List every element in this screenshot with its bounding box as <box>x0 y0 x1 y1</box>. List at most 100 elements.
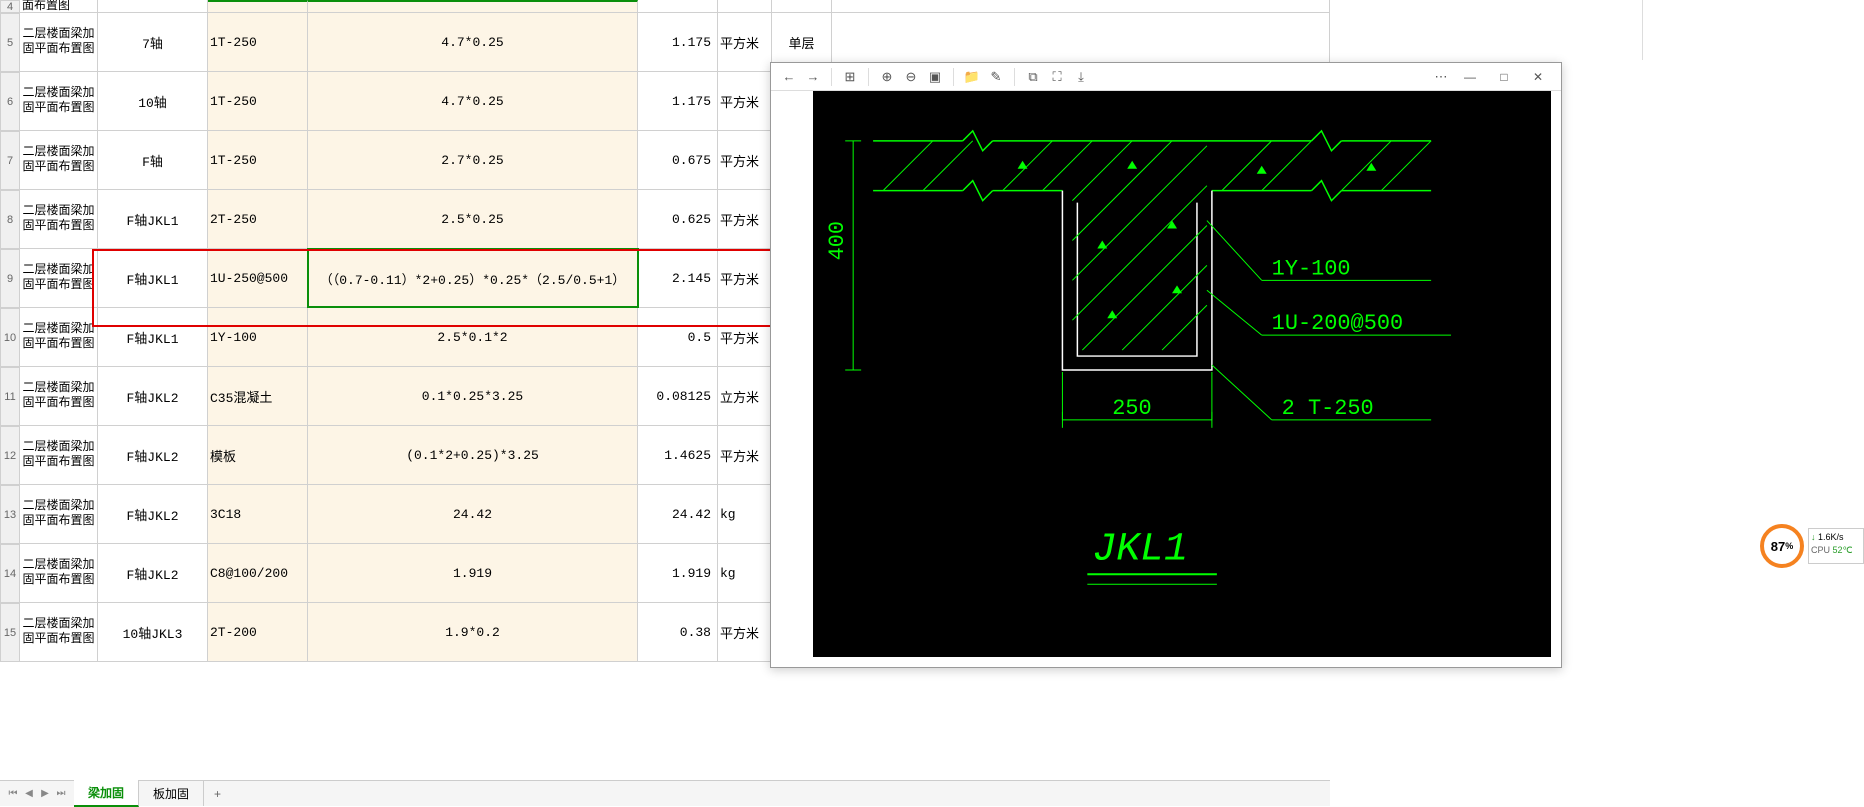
cell[interactable]: 0.1*0.25*3.25 <box>308 367 638 425</box>
cell[interactable]: 二层楼面梁加固平面布置图 <box>20 485 98 543</box>
back-icon[interactable]: ← <box>779 67 799 87</box>
cell[interactable]: 模板 <box>208 426 308 484</box>
minimize-icon[interactable]: — <box>1455 67 1485 87</box>
cell[interactable]: F轴JKL1 <box>98 249 208 307</box>
cell[interactable]: (0.1*2+0.25)*3.25 <box>308 426 638 484</box>
cell[interactable]: 10轴 <box>98 72 208 130</box>
zoom-out-icon[interactable]: ⊖ <box>901 67 921 87</box>
cell[interactable]: 1T-250 <box>208 131 308 189</box>
row-header[interactable]: 5 <box>0 13 20 72</box>
cell[interactable]: 2.5*0.25 <box>308 190 638 248</box>
cell[interactable] <box>718 0 772 12</box>
cell[interactable]: 24.42 <box>638 485 718 543</box>
cell[interactable]: 平方米 <box>718 308 772 366</box>
cell[interactable]: 二层楼面梁加固平面布置图 <box>20 190 98 248</box>
cell[interactable]: 4.7*0.25 <box>308 13 638 71</box>
cell[interactable] <box>308 0 638 12</box>
cad-canvas[interactable]: 400 250 1Y-100 1U-200@500 2 T-250 JKL1 <box>813 91 1551 657</box>
row-header[interactable]: 6 <box>0 72 20 131</box>
perf-badge[interactable]: 87% <box>1760 524 1804 568</box>
cell[interactable]: 3C18 <box>208 485 308 543</box>
cell[interactable]: 平方米 <box>718 13 772 71</box>
row-header[interactable]: 14 <box>0 544 20 603</box>
cell[interactable]: 0.625 <box>638 190 718 248</box>
cell[interactable]: F轴JKL2 <box>98 426 208 484</box>
cell[interactable]: 平方米 <box>718 426 772 484</box>
more-icon[interactable]: ⋯ <box>1431 67 1451 87</box>
cell[interactable]: F轴 <box>98 131 208 189</box>
cell[interactable]: 二层楼面梁加固平面布置图 <box>20 13 98 71</box>
forward-icon[interactable]: → <box>803 67 823 87</box>
maximize-icon[interactable]: □ <box>1489 67 1519 87</box>
cell[interactable]: kg <box>718 485 772 543</box>
cell[interactable]: 1.4625 <box>638 426 718 484</box>
cell[interactable] <box>98 0 208 12</box>
cell[interactable]: F轴JKL1 <box>98 190 208 248</box>
copy-icon[interactable]: ⧉ <box>1023 67 1043 87</box>
cell[interactable] <box>772 0 832 12</box>
cell[interactable]: 1U-250@500 <box>208 249 308 307</box>
row-header[interactable]: 9 <box>0 249 20 308</box>
cell[interactable]: 二层楼面梁加固平面布置图 <box>20 544 98 602</box>
row-header[interactable]: 10 <box>0 308 20 367</box>
cell[interactable]: 1.919 <box>638 544 718 602</box>
cell[interactable]: 0.08125 <box>638 367 718 425</box>
cell[interactable]: 1.9*0.2 <box>308 603 638 661</box>
close-icon[interactable]: ✕ <box>1523 67 1553 87</box>
cell[interactable]: 二层楼面梁加固平面布置图 <box>20 131 98 189</box>
cell[interactable]: 2.145 <box>638 249 718 307</box>
perf-info[interactable]: ↓ 1.6K/s CPU 52℃ <box>1808 528 1864 564</box>
cell[interactable]: 2T-250 <box>208 190 308 248</box>
cell[interactable]: 1.175 <box>638 13 718 71</box>
cell[interactable]: 1T-250 <box>208 13 308 71</box>
grid-icon[interactable]: ⊞ <box>840 67 860 87</box>
cell[interactable]: 10轴JKL3 <box>98 603 208 661</box>
cell[interactable] <box>832 0 1330 12</box>
tab-prev-icon[interactable]: ◀ <box>22 787 36 801</box>
tab-first-icon[interactable]: ⏮ <box>6 787 20 801</box>
cell[interactable]: F轴JKL2 <box>98 544 208 602</box>
tab-beam[interactable]: 梁加固 <box>74 780 139 807</box>
fullscreen-icon[interactable]: ⛶ <box>1047 67 1067 87</box>
cell[interactable]: 2T-200 <box>208 603 308 661</box>
cell[interactable]: 平方米 <box>718 190 772 248</box>
row-header[interactable]: 8 <box>0 190 20 249</box>
cell[interactable]: 1.919 <box>308 544 638 602</box>
cell[interactable]: F轴JKL1 <box>98 308 208 366</box>
cell[interactable]: 平方米 <box>718 603 772 661</box>
cell[interactable]: 立方米 <box>718 367 772 425</box>
cell[interactable]: 平方米 <box>718 131 772 189</box>
row-header[interactable]: 12 <box>0 426 20 485</box>
cell[interactable]: 二层楼面梁加固平面布置图 <box>20 72 98 130</box>
cell[interactable]: 二层楼面梁加固平面布置图 <box>20 426 98 484</box>
cell[interactable]: F轴JKL2 <box>98 485 208 543</box>
cell[interactable]: 1Y-100 <box>208 308 308 366</box>
fit-icon[interactable]: ▣ <box>925 67 945 87</box>
cell[interactable]: 面布置图 <box>20 0 98 12</box>
tab-next-icon[interactable]: ▶ <box>38 787 52 801</box>
tab-last-icon[interactable]: ⏭ <box>54 787 68 801</box>
cell[interactable]: 2.7*0.25 <box>308 131 638 189</box>
cell[interactable]: kg <box>718 544 772 602</box>
row-header[interactable]: 15 <box>0 603 20 662</box>
cell[interactable]: 0.5 <box>638 308 718 366</box>
cell[interactable]: F轴JKL2 <box>98 367 208 425</box>
cell[interactable]: 1.175 <box>638 72 718 130</box>
row-header[interactable]: 13 <box>0 485 20 544</box>
cell[interactable]: 24.42 <box>308 485 638 543</box>
cell[interactable] <box>638 0 718 12</box>
zoom-in-icon[interactable]: ⊕ <box>877 67 897 87</box>
row-header[interactable]: 7 <box>0 131 20 190</box>
cell[interactable]: 0.675 <box>638 131 718 189</box>
cell[interactable]: 0.38 <box>638 603 718 661</box>
cell[interactable]: 平方米 <box>718 72 772 130</box>
export-icon[interactable]: ⤓ <box>1071 67 1091 87</box>
cell[interactable]: 平方米 <box>718 249 772 307</box>
cell[interactable]: 7轴 <box>98 13 208 71</box>
cell[interactable]: C35混凝土 <box>208 367 308 425</box>
tab-slab[interactable]: 板加固 <box>139 781 204 806</box>
edit-icon[interactable]: ✎ <box>986 67 1006 87</box>
row-header[interactable]: 11 <box>0 367 20 426</box>
cell[interactable] <box>208 0 308 12</box>
cell[interactable]: 二层楼面梁加固平面布置图 <box>20 249 98 307</box>
